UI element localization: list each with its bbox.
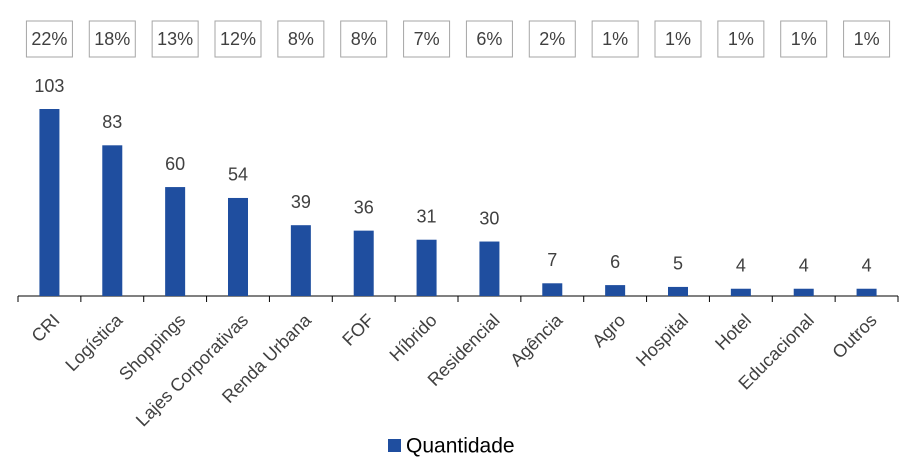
value-label: 54 — [228, 165, 248, 185]
share-label: 22% — [31, 29, 67, 49]
value-label: 4 — [862, 255, 872, 275]
value-label: 103 — [34, 76, 64, 96]
value-label: 36 — [354, 197, 374, 217]
x-tick-label: FOF — [338, 310, 378, 350]
bar — [353, 230, 374, 296]
share-label: 6% — [476, 29, 502, 49]
share-box — [843, 20, 891, 58]
legend-swatch — [388, 439, 401, 452]
value-label: 4 — [799, 255, 809, 275]
share-box — [88, 20, 136, 58]
share-label: 12% — [220, 29, 256, 49]
share-box — [780, 20, 828, 58]
bar — [39, 109, 60, 296]
value-label: 83 — [102, 112, 122, 132]
x-tick-label: Hotel — [711, 310, 755, 354]
x-tick-label: CRI — [28, 310, 64, 346]
bar — [102, 145, 123, 296]
value-label: 6 — [610, 252, 620, 272]
bar — [542, 283, 563, 296]
share-label: 1% — [791, 29, 817, 49]
value-label: 39 — [291, 192, 311, 212]
x-tick-label: Agro — [588, 310, 629, 351]
bar — [605, 285, 626, 296]
legend-label: Quantidade — [406, 435, 515, 458]
share-box — [654, 20, 702, 58]
x-tick-label: Lajes Corporativas — [132, 310, 252, 430]
bar — [416, 239, 437, 296]
value-label: 4 — [736, 255, 746, 275]
share-label: 8% — [351, 29, 377, 49]
x-tick-label: Logística — [61, 309, 127, 375]
bar — [793, 288, 814, 296]
bar — [165, 187, 186, 296]
share-box — [465, 20, 513, 58]
share-label: 7% — [414, 29, 440, 49]
bar — [479, 241, 500, 296]
share-box — [340, 20, 388, 58]
share-box — [151, 20, 199, 58]
share-box — [717, 20, 765, 58]
x-tick-label: Hospital — [632, 310, 692, 370]
share-box — [214, 20, 262, 58]
share-box — [591, 20, 639, 58]
value-label: 30 — [479, 208, 499, 228]
value-label: 5 — [673, 254, 683, 274]
x-tick-label: Outros — [828, 310, 880, 362]
bar — [290, 225, 311, 296]
share-box — [528, 20, 576, 58]
x-tick-label: Agência — [506, 309, 567, 370]
value-label: 7 — [547, 250, 557, 270]
share-label: 1% — [602, 29, 628, 49]
bar — [730, 288, 751, 296]
bar — [856, 288, 877, 296]
share-label: 1% — [665, 29, 691, 49]
share-label: 2% — [539, 29, 565, 49]
share-box — [403, 20, 451, 58]
share-label: 1% — [854, 29, 880, 49]
share-label: 1% — [728, 29, 754, 49]
bar — [228, 197, 248, 296]
bar — [668, 286, 688, 296]
value-label: 60 — [165, 154, 185, 174]
share-label: 18% — [94, 29, 130, 49]
share-label: 13% — [157, 29, 193, 49]
x-tick-label: Híbrido — [386, 310, 441, 365]
share-box — [277, 20, 325, 58]
value-label: 31 — [417, 206, 437, 226]
share-label: 8% — [288, 29, 314, 49]
share-box — [25, 20, 73, 58]
